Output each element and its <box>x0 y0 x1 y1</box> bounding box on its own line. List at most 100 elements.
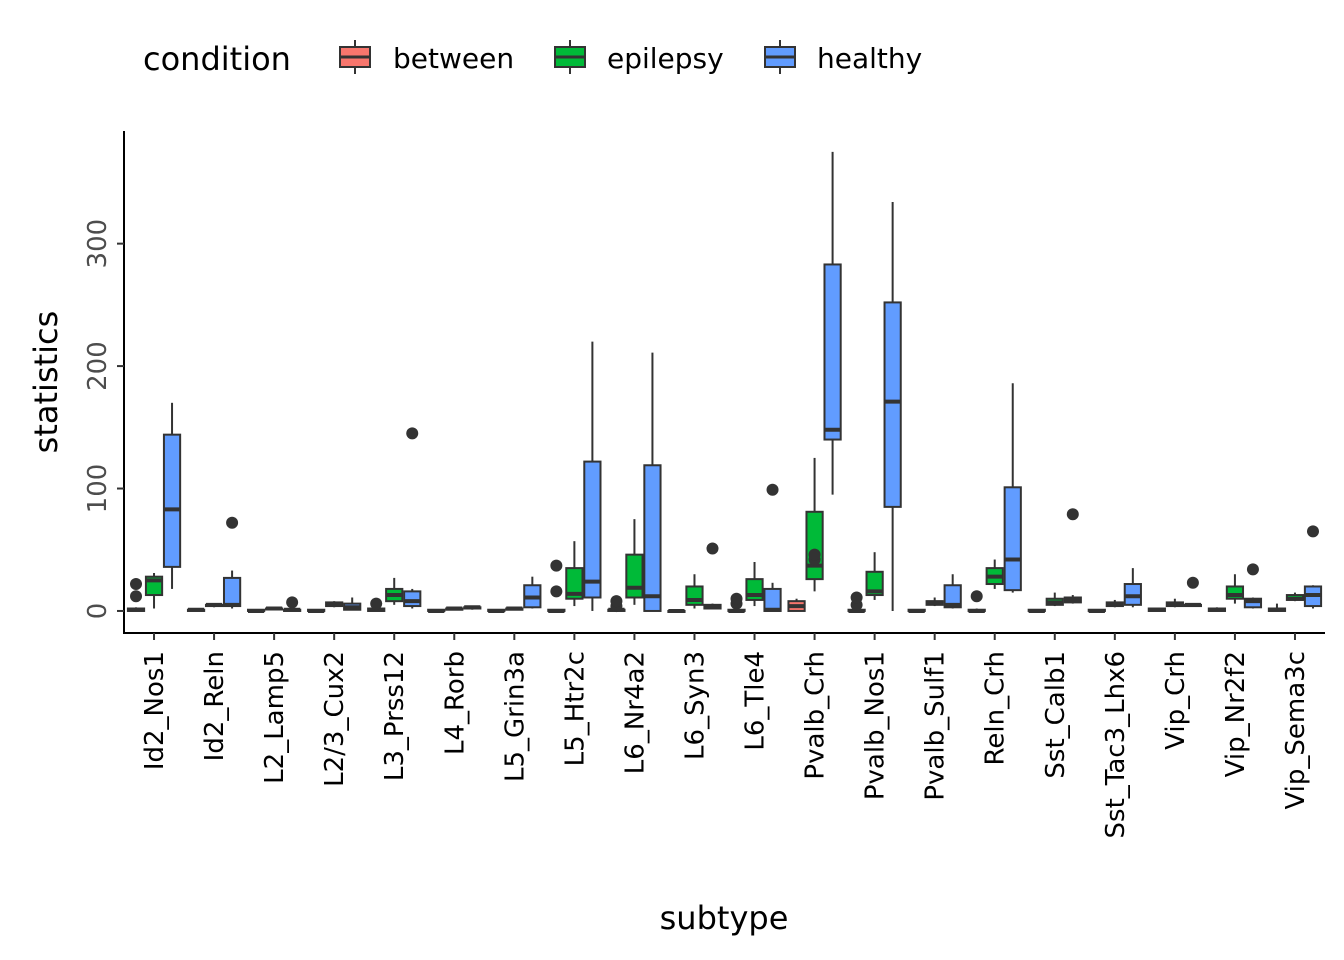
outlier-point <box>766 483 779 496</box>
box-body <box>685 585 704 606</box>
legend-label: between <box>393 42 514 75</box>
box-body <box>1003 486 1022 592</box>
box-between <box>126 578 146 612</box>
x-tick-label: Pvalb_Sulf1 <box>921 651 951 801</box>
x-tick-label: Vip_Sema3c <box>1281 651 1311 810</box>
outlier-point <box>130 590 143 603</box>
outlier-point <box>1186 576 1199 589</box>
outlier-point <box>130 578 143 591</box>
box-body <box>883 301 902 508</box>
box-body <box>625 553 644 599</box>
legend-item-epilepsy: epilepsy <box>554 40 724 75</box>
box-healthy <box>883 202 902 611</box>
x-tick-label: Sst_Tac3_Lhx6 <box>1101 651 1131 838</box>
box-epilepsy <box>565 541 584 607</box>
y-tick-label: 200 <box>83 341 113 391</box>
box-epilepsy <box>505 606 524 611</box>
box-healthy <box>583 341 602 611</box>
box-between <box>487 608 506 613</box>
legend-item-healthy: healthy <box>764 40 922 75</box>
outlier-point <box>550 585 563 598</box>
box-epilepsy <box>445 606 464 611</box>
box-between <box>307 608 326 613</box>
box-body <box>162 433 182 568</box>
outlier-point <box>370 597 383 610</box>
box-between <box>186 607 206 612</box>
box-between <box>727 592 746 613</box>
x-tick-label: L6_Tle4 <box>741 651 771 751</box>
x-tick-label: L2_Lamp5 <box>260 651 290 784</box>
x-tick-label: Pvalb_Crh <box>801 651 831 780</box>
box-between <box>667 608 686 613</box>
box-body <box>403 590 422 608</box>
outlier-point <box>406 427 419 440</box>
x-tick-label: Id2_Reln <box>200 651 230 761</box>
box-body <box>823 263 842 441</box>
outlier-point <box>850 591 863 604</box>
box-healthy <box>1003 383 1022 593</box>
box-healthy <box>162 402 182 589</box>
box-body <box>583 460 602 599</box>
box-healthy <box>1243 563 1263 609</box>
y-tick-label: 300 <box>83 219 113 269</box>
x-tick-label: L6_Syn3 <box>680 651 710 760</box>
box-epilepsy <box>1165 598 1184 608</box>
box-healthy <box>1183 576 1202 608</box>
box-epilepsy <box>1225 574 1245 604</box>
outlier-point <box>1306 525 1319 538</box>
box-body <box>805 510 824 581</box>
box-healthy <box>523 576 542 609</box>
y-tick-label: 0 <box>83 603 113 620</box>
legend-label: healthy <box>817 42 922 75</box>
box-epilepsy <box>144 573 164 609</box>
y-axis-title: statistics <box>27 311 65 454</box>
x-tick-label: Vip_Nr2f2 <box>1221 651 1251 777</box>
box-between <box>967 590 986 613</box>
box-epilepsy <box>685 574 704 609</box>
box-body <box>565 567 584 600</box>
box-epilepsy <box>1285 592 1305 602</box>
x-tick-label: L2/3_Cux2 <box>320 651 350 787</box>
box-healthy <box>1063 508 1082 604</box>
box-healthy <box>283 596 302 612</box>
box-between <box>1027 608 1046 613</box>
x-tick-label: Pvalb_Nos1 <box>861 651 891 800</box>
box-epilepsy <box>925 597 944 607</box>
box-between <box>1267 603 1287 612</box>
x-tick-label: L4_Rorb <box>440 651 470 755</box>
box-between <box>547 559 566 613</box>
axes: 0 100 200 300 Id2_Nos1 Id2_Reln L2_Lamp5 L2/3_C… <box>83 131 1325 838</box>
box-epilepsy <box>745 561 764 607</box>
x-tick-label: Id2_Nos1 <box>140 651 170 770</box>
box-epilepsy <box>805 457 824 592</box>
box-body <box>763 587 782 612</box>
x-axis-title: subtype <box>660 899 789 937</box>
box-epilepsy <box>265 606 284 611</box>
outlier-point <box>1066 508 1079 521</box>
legend-label: epilepsy <box>607 42 724 75</box>
y-tick-label: 100 <box>83 464 113 514</box>
legend: condition between epilepsy healthy <box>143 40 922 78</box>
box-healthy <box>403 427 422 609</box>
x-tick-label: Sst_Calb1 <box>1041 651 1071 779</box>
x-tick-label: L5_Htr2c <box>560 651 590 766</box>
box-epilepsy <box>1045 592 1064 607</box>
box-healthy <box>943 574 962 609</box>
outlier-point <box>226 516 239 529</box>
outlier-point <box>970 590 983 603</box>
outlier-point <box>286 596 299 609</box>
box-healthy <box>823 151 842 495</box>
box-between <box>787 598 806 612</box>
legend-item-between: between <box>339 40 514 75</box>
box-healthy <box>463 605 482 610</box>
box-healthy <box>1303 525 1323 609</box>
box-epilepsy <box>1105 599 1124 608</box>
box-healthy <box>343 597 362 611</box>
box-epilepsy <box>865 552 884 600</box>
outlier-point <box>706 542 719 555</box>
x-tick-label: L6_Nr4a2 <box>620 651 650 774</box>
box-healthy <box>222 516 242 609</box>
x-tick-label: L5_Grin3a <box>500 651 530 782</box>
box-healthy <box>643 352 662 612</box>
